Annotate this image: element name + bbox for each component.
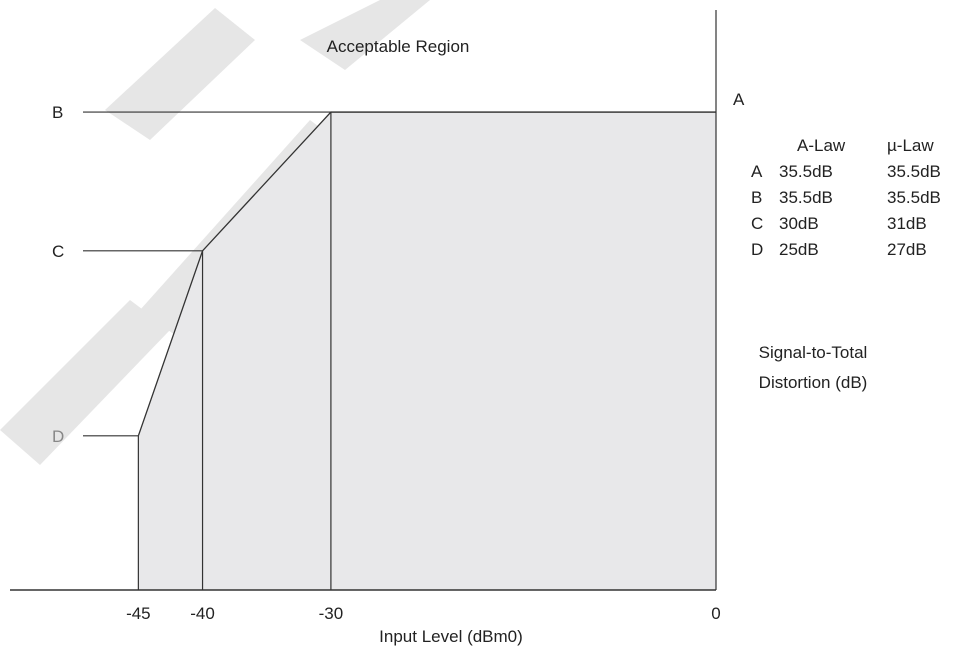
x-tick-label: -40 [190, 604, 215, 623]
corner-label-a: A [733, 90, 745, 109]
level-label-c: C [52, 242, 64, 261]
level-label-d: D [52, 427, 64, 446]
watermark-stroke [105, 8, 255, 140]
table-row-d-label: D [751, 240, 763, 259]
table-header-alaw: A-Law [797, 136, 846, 155]
table-row-c-label: C [751, 214, 763, 233]
table-row-b-label: B [751, 188, 762, 207]
watermark-stroke [300, 0, 430, 70]
y-axis-label-line-2: Distortion (dB) [759, 373, 868, 392]
level-label-b: B [52, 103, 63, 122]
y-axis-label-line-1: Signal-to-Total [759, 343, 868, 362]
x-tick-label: -30 [319, 604, 344, 623]
table-row-d-ulaw: 27dB [887, 240, 927, 259]
watermark-stroke [0, 300, 170, 465]
plot-area: B C D -45 -40 -30 0 [10, 10, 721, 623]
table-row-a-label: A [751, 162, 763, 181]
table-row-c-alaw: 30dB [779, 214, 819, 233]
spec-table: A-Law µ-Law A 35.5dB 35.5dB B 35.5dB 35.… [751, 136, 941, 259]
acceptable-region-fill [138, 112, 716, 590]
table-row-b-alaw: 35.5dB [779, 188, 833, 207]
x-axis-label: Input Level (dBm0) [379, 627, 523, 646]
table-header-ulaw: µ-Law [887, 136, 934, 155]
table-row-c-ulaw: 31dB [887, 214, 927, 233]
table-row-b-ulaw: 35.5dB [887, 188, 941, 207]
x-tick-label: -45 [126, 604, 151, 623]
table-row-a-alaw: 35.5dB [779, 162, 833, 181]
table-row-d-alaw: 25dB [779, 240, 819, 259]
table-row-a-ulaw: 35.5dB [887, 162, 941, 181]
chart-title: Acceptable Region [327, 37, 470, 56]
x-tick-label: 0 [711, 604, 720, 623]
